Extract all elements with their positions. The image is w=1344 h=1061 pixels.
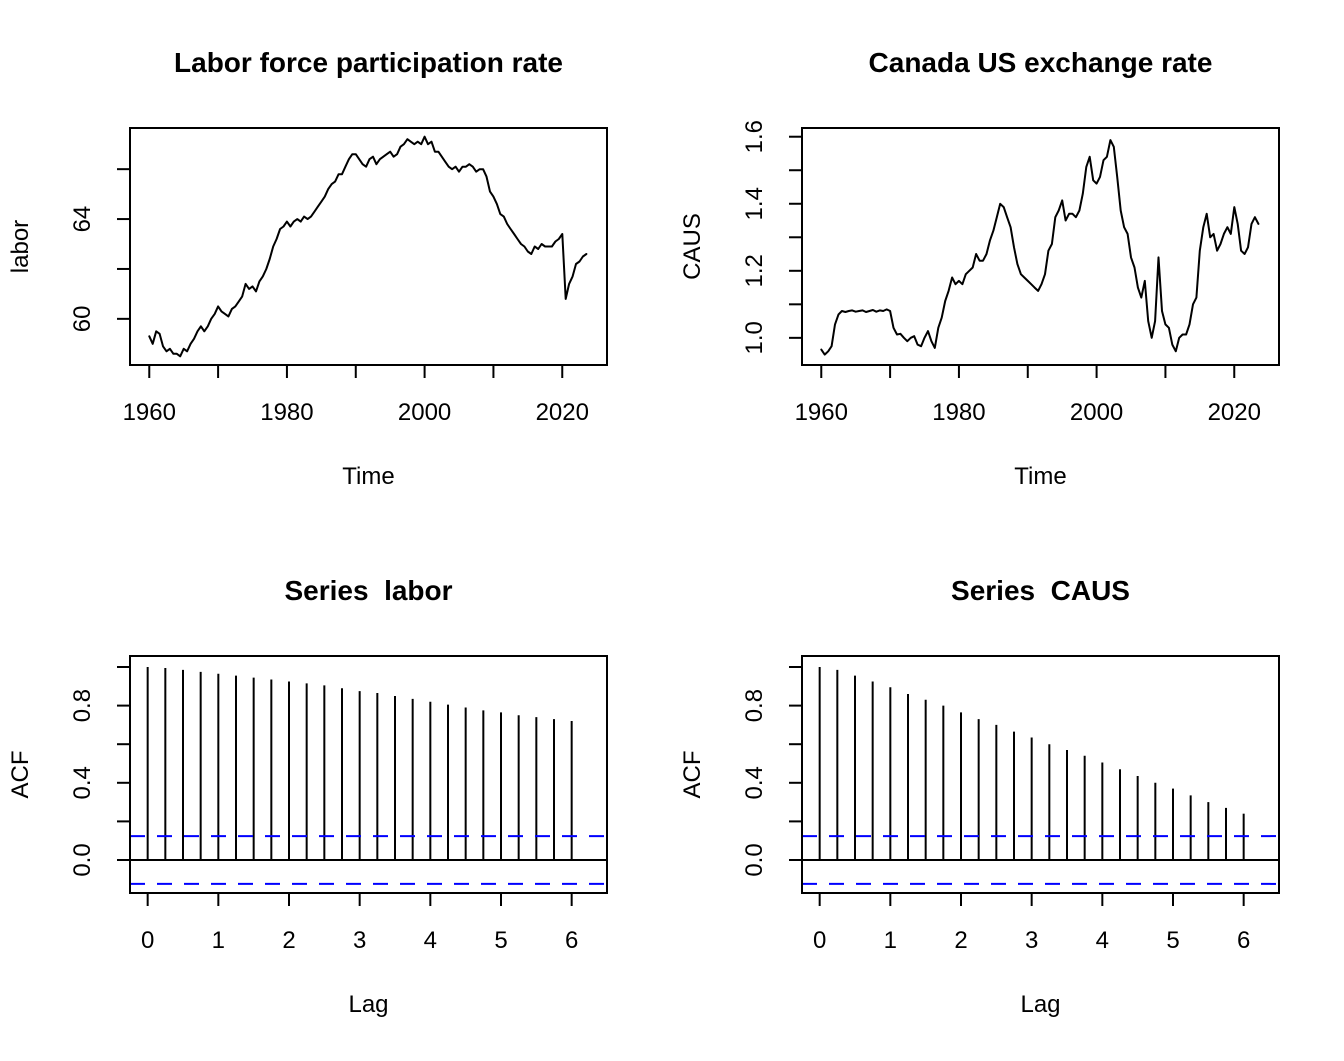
x-tick-label: 1960 [123,399,176,426]
x-tick-label: 0 [813,927,826,954]
x-tick-label: 1980 [260,399,313,426]
x-tick-label: 2 [282,927,295,954]
y-tick-label: 0.8 [69,689,96,722]
labor-timeseries-plot: 1960 1980 2000 2020 60 64 Labor force particip… [7,47,608,490]
x-tick-label: 1 [884,927,897,954]
acf-caus-plot: 0 1 2 3 4 5 6 0.0 0.4 0.8 Series CAUS Lag ACF [679,575,1280,1018]
x-tick-label: 2000 [398,399,451,426]
y-axis-label: CAUS [679,213,706,280]
y-tick-label: 1.4 [741,187,768,220]
y-axis-label: ACF [7,751,34,799]
panel-acf-caus: 0 1 2 3 4 5 6 0.0 0.4 0.8 Series CAUS Lag ACF [672,528,1344,1056]
plot-box [801,655,1280,894]
x-axis-label: Lag [1020,991,1060,1018]
y-tick-label: 1.0 [741,321,768,354]
chart-title: Series labor [284,575,452,606]
y-tick-label: 60 [69,305,96,332]
plot-box [801,127,1280,366]
panel-labor-timeseries: 1960 1980 2000 2020 60 64 Labor force particip… [0,0,672,528]
panel-acf-labor: 0 1 2 3 4 5 6 0.0 0.4 0.8 Series labor Lag ACF [0,528,672,1056]
y-axis-label: ACF [679,751,706,799]
y-tick-label: 1.2 [741,254,768,287]
plot-box [129,127,608,366]
chart-title: Canada US exchange rate [869,47,1213,78]
caus-timeseries-plot: 1960 1980 2000 2020 1.0 1.2 1.4 1.6 Canada US ex… [679,47,1280,490]
x-tick-label: 5 [1166,927,1179,954]
x-tick-label: 3 [1025,927,1038,954]
y-axis-label: labor [7,220,34,273]
x-tick-label: 4 [1096,927,1109,954]
chart-title: Labor force participation rate [174,47,563,78]
plot-box [129,655,608,894]
chart-title: Series CAUS [951,575,1130,606]
x-tick-label: 3 [353,927,366,954]
x-tick-label: 4 [424,927,437,954]
x-tick-label: 5 [494,927,507,954]
x-tick-label: 6 [1237,927,1250,954]
series-line [820,139,1260,356]
x-axis-label: Time [1014,463,1066,490]
y-tick-label: 0.0 [741,843,768,876]
y-tick-label: 0.0 [69,843,96,876]
y-tick-label: 0.8 [741,689,768,722]
y-tick-label: 0.4 [741,766,768,799]
acf-labor-plot: 0 1 2 3 4 5 6 0.0 0.4 0.8 Series labor Lag ACF [7,575,608,1018]
x-axis-label: Time [342,463,394,490]
x-tick-label: 2020 [1208,399,1261,426]
x-axis-label: Lag [348,991,388,1018]
y-tick-label: 1.6 [741,120,768,153]
y-tick-label: 64 [69,206,96,233]
x-tick-label: 2 [954,927,967,954]
panel-caus-timeseries: 1960 1980 2000 2020 1.0 1.2 1.4 1.6 Canada US ex… [672,0,1344,528]
x-tick-label: 1980 [932,399,985,426]
y-tick-label: 0.4 [69,766,96,799]
series-line [148,135,588,358]
x-tick-label: 1 [212,927,225,954]
x-tick-label: 6 [565,927,578,954]
x-tick-label: 2020 [536,399,589,426]
x-tick-label: 1960 [795,399,848,426]
x-tick-label: 2000 [1070,399,1123,426]
x-tick-label: 0 [141,927,154,954]
